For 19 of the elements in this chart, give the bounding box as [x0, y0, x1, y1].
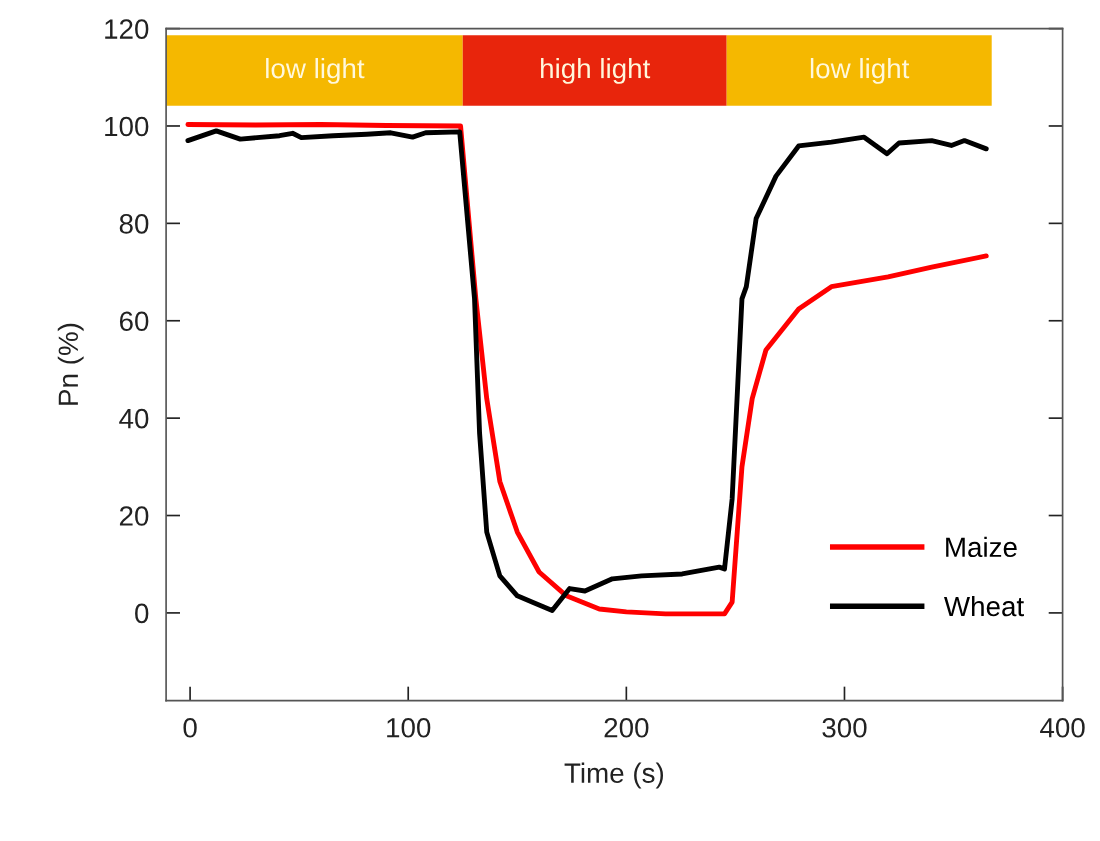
band-label: low light: [810, 57, 910, 84]
y-axis-title: Pn (%): [57, 323, 84, 405]
x-axis-title: Time (s): [564, 762, 664, 789]
legend-label: Maize: [946, 536, 1017, 558]
legend-label: Wheat: [944, 595, 1024, 617]
y-tick-label: 120: [105, 19, 149, 39]
x-tick-label: 400: [1040, 717, 1085, 738]
y-tick-label: 20: [119, 506, 149, 526]
y-tick-label: 40: [119, 408, 149, 429]
y-tick-label: 0: [135, 603, 149, 624]
y-tick-label: 100: [105, 116, 149, 137]
x-tick-label: 100: [387, 717, 431, 738]
x-tick-label: 0: [183, 717, 197, 738]
band-label: high light: [541, 57, 651, 84]
x-tick-label: 200: [604, 717, 649, 738]
x-tick-label: 300: [822, 717, 867, 738]
y-tick-label: 80: [119, 214, 149, 234]
band-label: low light: [266, 57, 365, 84]
y-tick-label: 60: [119, 311, 149, 332]
